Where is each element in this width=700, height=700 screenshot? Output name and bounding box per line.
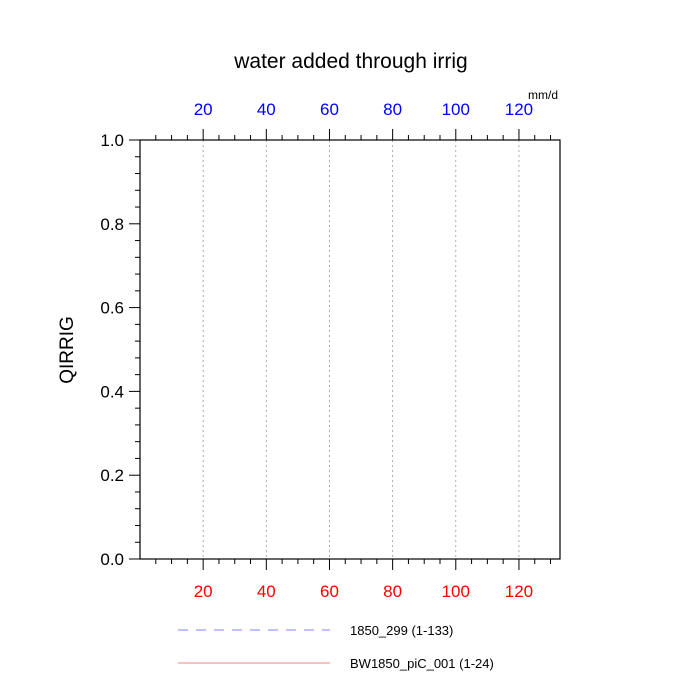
x-tick-label-top: 80 — [383, 100, 402, 119]
x-tick-label-bottom: 120 — [505, 582, 533, 601]
x-tick-label-top: 60 — [320, 100, 339, 119]
units-label: mm/d — [528, 88, 558, 102]
x-tick-label-bottom: 60 — [320, 582, 339, 601]
x-tick-label-top: 20 — [194, 100, 213, 119]
y-axis-label: QIRRIG — [57, 316, 78, 384]
x-tick-label-bottom: 100 — [442, 582, 470, 601]
x-tick-label-top: 120 — [505, 100, 533, 119]
y-tick-label: 1.0 — [100, 131, 124, 150]
x-tick-label-bottom: 80 — [383, 582, 402, 601]
y-tick-label: 0.8 — [100, 215, 124, 234]
chart-title: water added through irrig — [233, 50, 467, 73]
y-tick-label: 0.2 — [100, 466, 124, 485]
y-tick-label: 0.4 — [100, 382, 124, 401]
x-tick-label-bottom: 20 — [194, 582, 213, 601]
tick-labels: 20 40 60 80 100 120 20 40 60 80 100 120 0.0 0.2 0.4 0.6… — [100, 100, 533, 601]
axis-ticks — [129, 129, 552, 570]
x-tick-label-bottom: 40 — [257, 582, 276, 601]
x-tick-label-top: 100 — [442, 100, 470, 119]
legend: 1850_299 (1-133) BW1850_piC_001 (1-24) — [178, 623, 494, 671]
legend-label: 1850_299 (1-133) — [350, 623, 453, 638]
grid-lines — [202, 140, 520, 559]
y-tick-label: 0.0 — [100, 550, 124, 569]
x-tick-label-top: 40 — [257, 100, 276, 119]
y-tick-label: 0.6 — [100, 299, 124, 318]
legend-label: BW1850_piC_001 (1-24) — [350, 656, 494, 671]
plot-frame — [139, 139, 561, 560]
